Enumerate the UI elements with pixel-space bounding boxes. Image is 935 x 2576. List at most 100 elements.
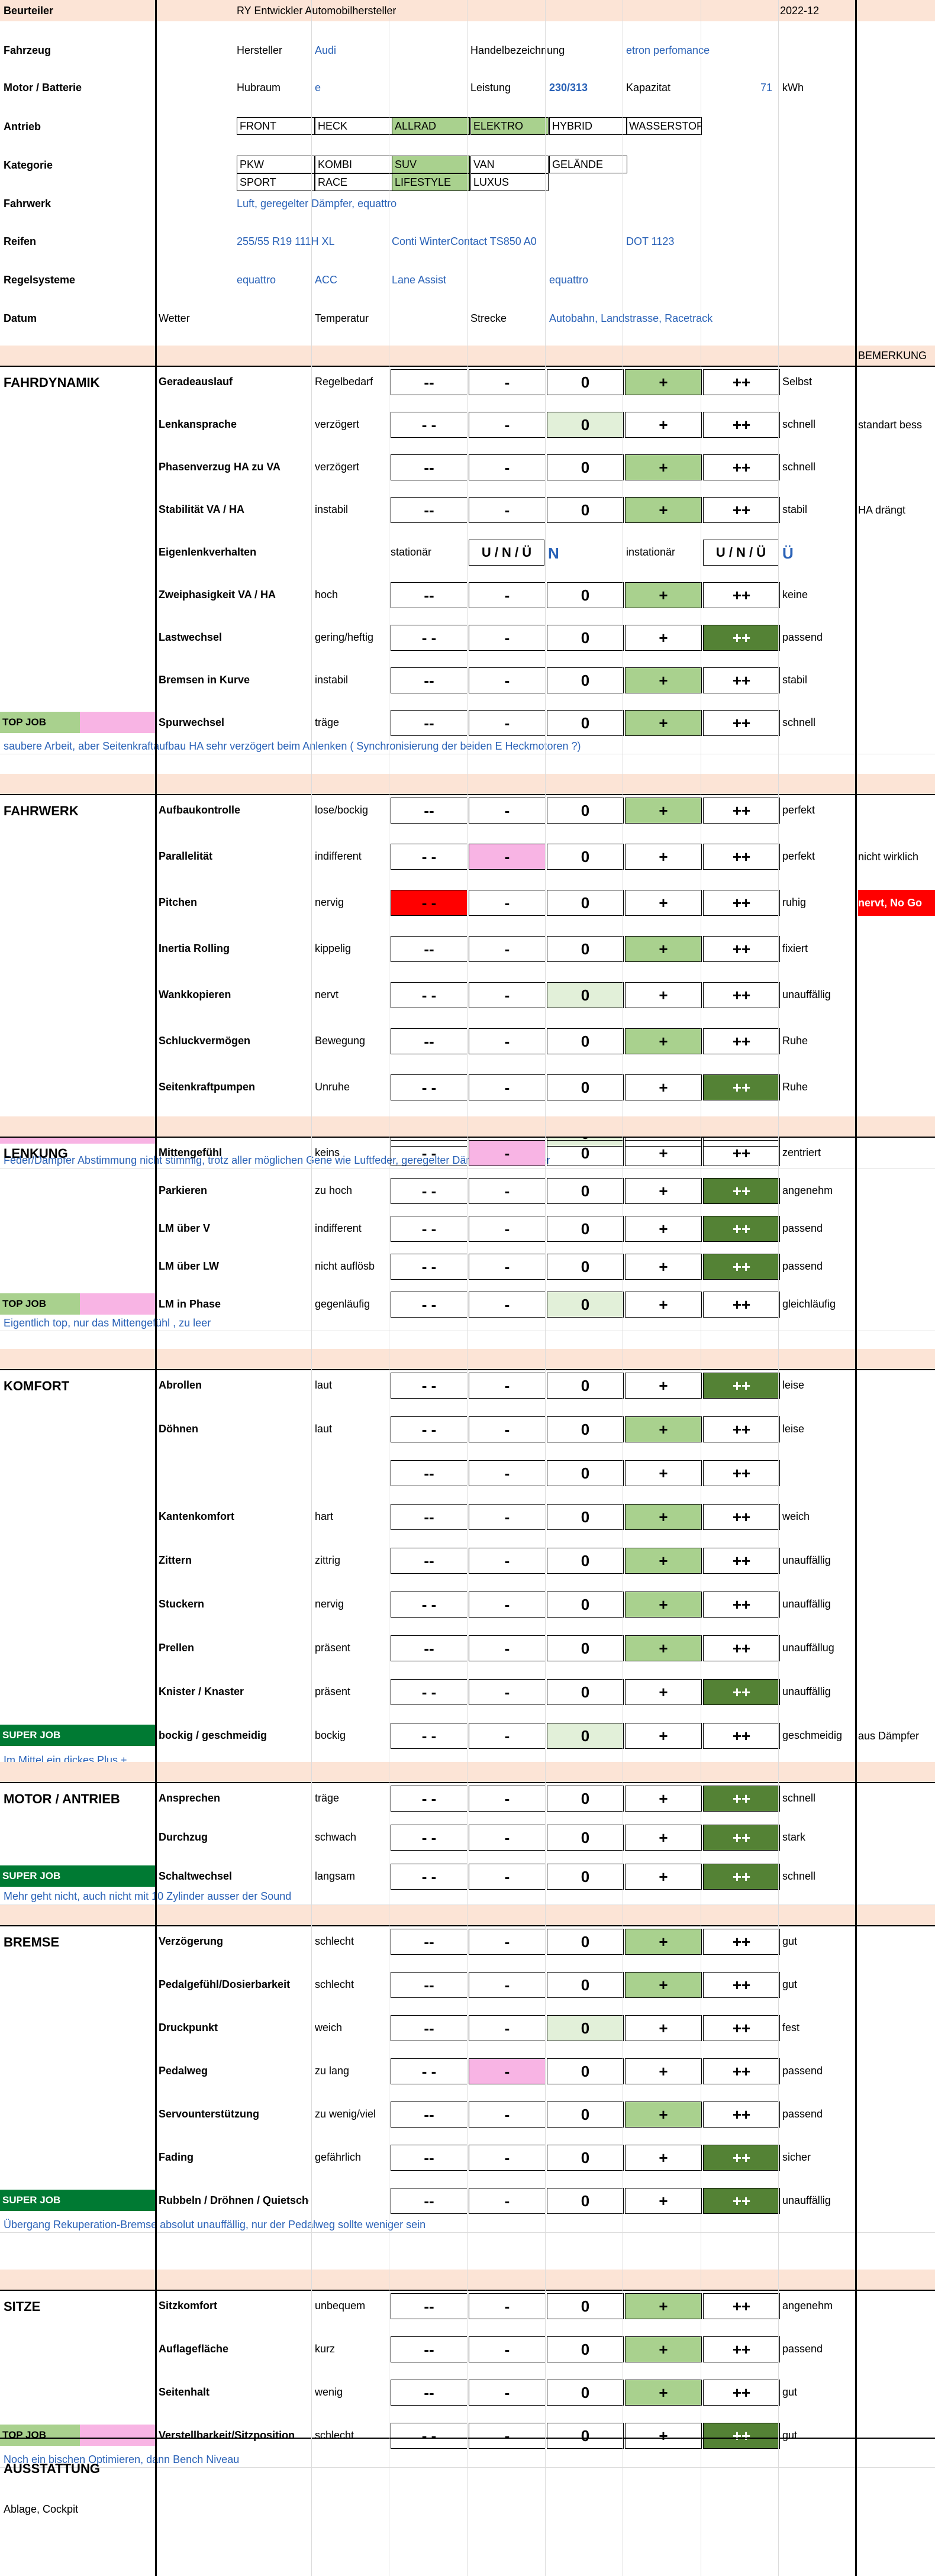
rating-cell[interactable]: ++ bbox=[703, 2423, 780, 2449]
rating-cell[interactable]: - bbox=[469, 2102, 546, 2128]
rating-cell[interactable]: + bbox=[625, 412, 702, 438]
rating-cell[interactable]: - bbox=[469, 1825, 546, 1851]
rating-cell[interactable]: - bbox=[469, 2188, 546, 2214]
rating-cell[interactable]: -- bbox=[391, 1460, 468, 1486]
rating-cell[interactable]: 0 bbox=[547, 1028, 624, 1054]
rating-cell[interactable]: - bbox=[469, 2336, 546, 2362]
rating-cell[interactable]: ++ bbox=[703, 2015, 780, 2041]
rating-cell[interactable]: - - bbox=[391, 1825, 468, 1851]
rating-cell[interactable]: + bbox=[625, 2058, 702, 2084]
rating-cell[interactable]: + bbox=[625, 2423, 702, 2449]
rating-cell[interactable]: + bbox=[625, 497, 702, 523]
rating-cell[interactable]: ++ bbox=[703, 1504, 780, 1530]
rating-cell[interactable]: + bbox=[625, 1460, 702, 1486]
rating-cell[interactable]: - bbox=[469, 2058, 546, 2084]
rating-cell[interactable]: + bbox=[625, 1679, 702, 1705]
rating-cell[interactable]: ++ bbox=[703, 1825, 780, 1851]
rating-cell[interactable]: 0 bbox=[547, 2015, 624, 2041]
rating-cell[interactable]: - - bbox=[391, 1864, 468, 1890]
rating-cell[interactable]: 0 bbox=[547, 2058, 624, 2084]
rating-cell[interactable]: - - bbox=[391, 412, 468, 438]
rating-cell[interactable]: 0 bbox=[547, 710, 624, 736]
rating-cell[interactable]: - - bbox=[391, 982, 468, 1008]
rating-cell[interactable]: 0 bbox=[547, 497, 624, 523]
rating-cell[interactable]: 0 bbox=[547, 1074, 624, 1100]
rating-cell[interactable]: -- bbox=[391, 667, 468, 693]
rating-cell[interactable]: 0 bbox=[547, 1460, 624, 1486]
rating-cell[interactable]: -- bbox=[391, 1504, 468, 1530]
rating-cell[interactable]: -- bbox=[391, 1972, 468, 1998]
rating-cell[interactable]: 0 bbox=[547, 798, 624, 824]
rating-cell[interactable]: 0 bbox=[547, 412, 624, 438]
rating-cell[interactable]: - - bbox=[391, 1416, 468, 1442]
rating-cell[interactable]: ++ bbox=[703, 1723, 780, 1749]
rating-cell[interactable]: 0 bbox=[547, 1635, 624, 1661]
rating-cell[interactable]: + bbox=[625, 1548, 702, 1574]
rating-cell[interactable]: + bbox=[625, 369, 702, 395]
rating-cell[interactable]: -- bbox=[391, 582, 468, 608]
rating-cell[interactable]: + bbox=[625, 936, 702, 962]
rating-cell[interactable]: - bbox=[469, 890, 546, 916]
rating-cell[interactable]: - - bbox=[391, 1723, 468, 1749]
rating-cell[interactable]: + bbox=[625, 1373, 702, 1399]
rating-cell[interactable]: + bbox=[625, 798, 702, 824]
rating-cell[interactable]: ++ bbox=[703, 625, 780, 651]
rating-cell[interactable]: 0 bbox=[547, 1864, 624, 1890]
rating-cell[interactable]: ++ bbox=[703, 2188, 780, 2214]
rating-cell[interactable]: + bbox=[625, 890, 702, 916]
rating-cell[interactable]: - bbox=[469, 1723, 546, 1749]
rating-cell[interactable]: + bbox=[625, 1416, 702, 1442]
rating-cell[interactable]: - bbox=[469, 1373, 546, 1399]
rating-cell[interactable]: -- bbox=[391, 936, 468, 962]
rating-cell[interactable]: - - bbox=[391, 625, 468, 651]
rating-cell[interactable]: ++ bbox=[703, 1373, 780, 1399]
rating-cell[interactable]: - bbox=[469, 1592, 546, 1618]
rating-cell[interactable]: - bbox=[469, 412, 546, 438]
rating-cell[interactable]: ++ bbox=[703, 1074, 780, 1100]
rating-cell[interactable]: - bbox=[469, 1254, 546, 1280]
rating-cell[interactable]: 0 bbox=[547, 1723, 624, 1749]
rating-cell[interactable]: - bbox=[469, 1864, 546, 1890]
rating-cell[interactable]: - - bbox=[391, 1292, 468, 1318]
rating-cell[interactable]: - - bbox=[391, 1216, 468, 1242]
kategorie-option[interactable]: VAN bbox=[470, 156, 549, 173]
rating-cell[interactable]: ++ bbox=[703, 710, 780, 736]
rating-cell[interactable]: - - bbox=[391, 1074, 468, 1100]
rating-cell[interactable]: 0 bbox=[547, 1140, 624, 1166]
rating-cell[interactable]: ++ bbox=[703, 412, 780, 438]
rating-cell[interactable]: - - bbox=[391, 2423, 468, 2449]
rating-cell[interactable]: + bbox=[625, 982, 702, 1008]
rating-cell[interactable]: + bbox=[625, 582, 702, 608]
rating-cell[interactable]: + bbox=[625, 1254, 702, 1280]
rating-cell[interactable]: 0 bbox=[547, 936, 624, 962]
rating-cell[interactable]: 0 bbox=[547, 1548, 624, 1574]
rating-cell[interactable]: + bbox=[625, 2102, 702, 2128]
rating-cell[interactable]: - bbox=[469, 982, 546, 1008]
rating-cell[interactable]: + bbox=[625, 1140, 702, 1166]
rating-cell[interactable]: + bbox=[625, 2188, 702, 2214]
rating-cell[interactable]: - - bbox=[391, 890, 468, 916]
rating-cell[interactable]: - - bbox=[391, 844, 468, 870]
rating-cell[interactable]: ++ bbox=[703, 2336, 780, 2362]
rating-cell[interactable]: - - bbox=[391, 1140, 468, 1166]
rating-cell[interactable]: - bbox=[469, 2145, 546, 2171]
rating-cell[interactable]: -- bbox=[391, 2380, 468, 2406]
rating-cell[interactable]: - bbox=[469, 1028, 546, 1054]
rating-cell[interactable]: - bbox=[469, 1216, 546, 1242]
rating-cell[interactable]: ++ bbox=[703, 497, 780, 523]
rating-cell[interactable]: -- bbox=[391, 798, 468, 824]
kategorie-option[interactable]: SUV bbox=[392, 156, 470, 173]
rating-cell[interactable]: -- bbox=[391, 2336, 468, 2362]
rating-cell[interactable]: - bbox=[469, 1635, 546, 1661]
rating-cell[interactable]: - bbox=[469, 936, 546, 962]
rating-cell[interactable]: + bbox=[625, 1635, 702, 1661]
rating-cell[interactable]: ++ bbox=[703, 890, 780, 916]
rating-cell[interactable]: 0 bbox=[547, 454, 624, 480]
rating-cell[interactable]: 0 bbox=[547, 1416, 624, 1442]
rating-cell[interactable]: - - bbox=[391, 1592, 468, 1618]
rating-cell[interactable]: ++ bbox=[703, 982, 780, 1008]
rating-cell[interactable]: - bbox=[469, 1972, 546, 1998]
rating-cell[interactable]: 0 bbox=[547, 1592, 624, 1618]
rating-cell[interactable]: - - bbox=[391, 1786, 468, 1812]
rating-cell[interactable]: + bbox=[625, 2293, 702, 2319]
